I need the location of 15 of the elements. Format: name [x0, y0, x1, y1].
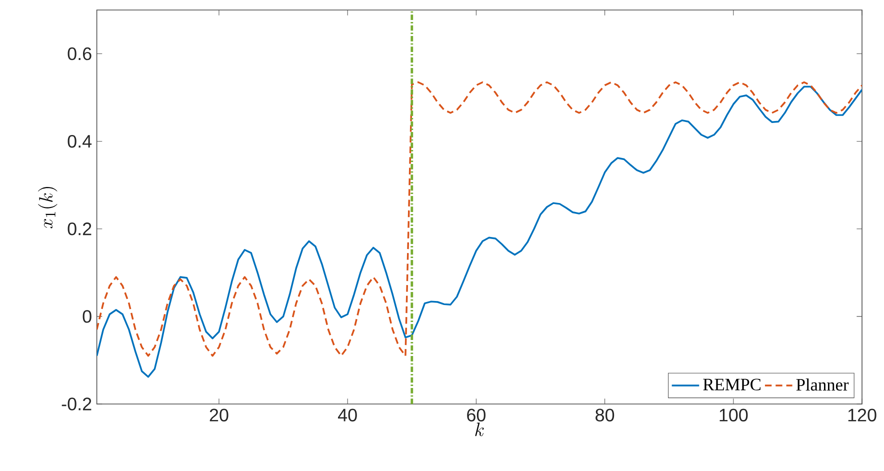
- y-tick-label: 0: [82, 310, 92, 323]
- legend-label: Planner: [796, 378, 849, 391]
- y-tick-label: 0.4: [68, 134, 92, 148]
- x-tick-label: 80: [596, 408, 614, 422]
- y-tick-label: 0.6: [68, 47, 92, 60]
- y-axis-title: $x_1(k)$: [38, 187, 58, 228]
- legend-label: REMPC: [703, 378, 760, 390]
- x-tick-label: 40: [338, 408, 357, 422]
- x-axis-title: $k$: [475, 422, 484, 436]
- y-tick-label: 0.2: [68, 222, 92, 236]
- x-tick-label: 100: [720, 408, 748, 422]
- y-tick-label: -0.2: [62, 398, 92, 410]
- x-tick-label: 60: [467, 408, 486, 422]
- x-tick-label: 120: [848, 408, 876, 422]
- x-tick-label: 20: [210, 408, 228, 422]
